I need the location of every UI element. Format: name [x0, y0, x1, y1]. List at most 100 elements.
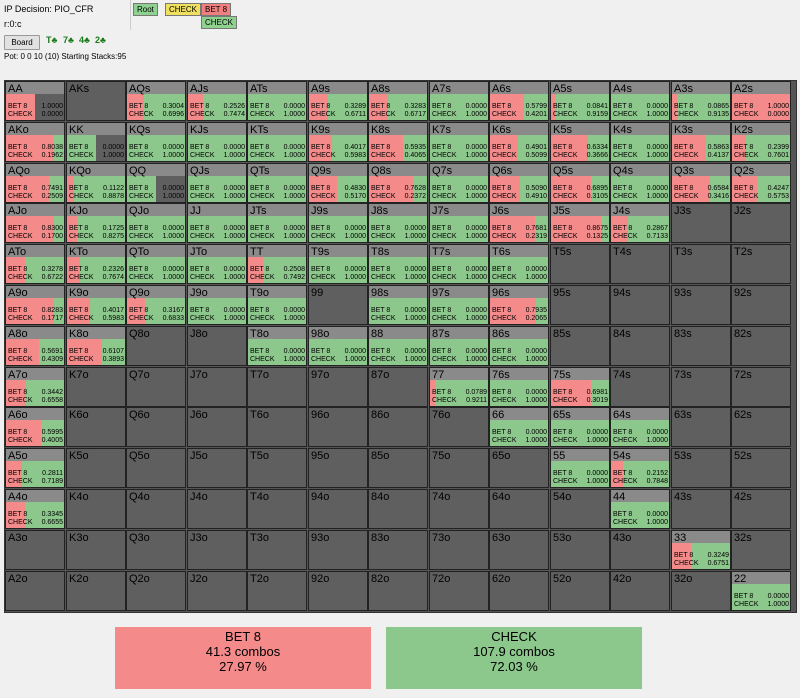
hand-cell-KQo[interactable]: KQo BET 8 0.1122 CHECK 0.8878	[66, 163, 126, 203]
hand-cell-A4s[interactable]: A4s BET 8 0.0000 CHECK 1.0000	[610, 81, 670, 121]
hand-cell-A7o[interactable]: A7o BET 8 0.3442 CHECK 0.6558	[5, 367, 65, 407]
hand-cell-62o[interactable]: 62o	[489, 571, 549, 611]
hand-cell-87o[interactable]: 87o	[368, 367, 428, 407]
hand-cell-K5s[interactable]: K5s BET 8 0.6334 CHECK 0.3666	[550, 122, 610, 162]
hand-cell-Q6o[interactable]: Q6o	[126, 407, 186, 447]
tree-node-check[interactable]: CHECK	[165, 3, 202, 16]
hand-cell-84s[interactable]: 84s	[610, 326, 670, 366]
hand-cell-32s[interactable]: 32s	[731, 530, 791, 570]
hand-cell-AKo[interactable]: AKo BET 8 0.8038 CHECK 0.1962	[5, 122, 65, 162]
hand-cell-94o[interactable]: 94o	[308, 489, 368, 529]
hand-cell-95o[interactable]: 95o	[308, 448, 368, 488]
hand-cell-J8s[interactable]: J8s BET 8 0.0000 CHECK 1.0000	[368, 203, 428, 243]
hand-cell-JTo[interactable]: JTo BET 8 0.0000 CHECK 1.0000	[187, 244, 247, 284]
hand-cell-J3o[interactable]: J3o	[187, 530, 247, 570]
tree-node-check-response[interactable]: CHECK	[201, 16, 238, 29]
hand-cell-T6o[interactable]: T6o	[247, 407, 307, 447]
hand-cell-KK[interactable]: KK BET 8 0.0000 CHECK 1.0000	[66, 122, 126, 162]
hand-cell-QJs[interactable]: QJs BET 8 0.0000 CHECK 1.0000	[187, 163, 247, 203]
hand-cell-A8o[interactable]: A8o BET 8 0.5691 CHECK 0.4309	[5, 326, 65, 366]
hand-cell-Q4s[interactable]: Q4s BET 8 0.0000 CHECK 1.0000	[610, 163, 670, 203]
hand-cell-T4o[interactable]: T4o	[247, 489, 307, 529]
hand-cell-83s[interactable]: 83s	[671, 326, 731, 366]
hand-cell-Q3s[interactable]: Q3s BET 8 0.6584 CHECK 0.3416	[671, 163, 731, 203]
hand-cell-44[interactable]: 44 BET 8 0.0000 CHECK 1.0000	[610, 489, 670, 529]
hand-cell-A6s[interactable]: A6s BET 8 0.5799 CHECK 0.4201	[489, 81, 549, 121]
hand-cell-JJ[interactable]: JJ BET 8 0.0000 CHECK 1.0000	[187, 203, 247, 243]
hand-cell-54s[interactable]: 54s BET 8 0.2152 CHECK 0.7848	[610, 448, 670, 488]
hand-cell-T3o[interactable]: T3o	[247, 530, 307, 570]
hand-cell-J9o[interactable]: J9o BET 8 0.0000 CHECK 1.0000	[187, 285, 247, 325]
hand-cell-Q5s[interactable]: Q5s BET 8 0.6895 CHECK 0.3105	[550, 163, 610, 203]
hand-cell-84o[interactable]: 84o	[368, 489, 428, 529]
hand-cell-A4o[interactable]: A4o BET 8 0.3345 CHECK 0.6655	[5, 489, 65, 529]
hand-cell-Q7o[interactable]: Q7o	[126, 367, 186, 407]
hand-cell-Q9s[interactable]: Q9s BET 8 0.4830 CHECK 0.5170	[308, 163, 368, 203]
hand-cell-33[interactable]: 33 BET 8 0.3249 CHECK 0.6751	[671, 530, 731, 570]
hand-cell-T3s[interactable]: T3s	[671, 244, 731, 284]
hand-cell-Q7s[interactable]: Q7s BET 8 0.0000 CHECK 1.0000	[429, 163, 489, 203]
hand-cell-A9s[interactable]: A9s BET 8 0.3289 CHECK 0.6711	[308, 81, 368, 121]
hand-cell-64s[interactable]: 64s BET 8 0.0000 CHECK 1.0000	[610, 407, 670, 447]
hand-cell-96o[interactable]: 96o	[308, 407, 368, 447]
hand-cell-J6o[interactable]: J6o	[187, 407, 247, 447]
hand-cell-K9o[interactable]: K9o BET 8 0.4017 CHECK 0.5983	[66, 285, 126, 325]
board-button[interactable]: Board	[4, 35, 40, 50]
hand-cell-T7s[interactable]: T7s BET 8 0.0000 CHECK 1.0000	[429, 244, 489, 284]
hand-cell-JTs[interactable]: JTs BET 8 0.0000 CHECK 1.0000	[247, 203, 307, 243]
hand-cell-62s[interactable]: 62s	[731, 407, 791, 447]
hand-cell-T2o[interactable]: T2o	[247, 571, 307, 611]
hand-cell-A9o[interactable]: A9o BET 8 0.8283 CHECK 0.1717	[5, 285, 65, 325]
hand-cell-QJo[interactable]: QJo BET 8 0.0000 CHECK 1.0000	[126, 203, 186, 243]
tree-node-root[interactable]: Root	[133, 3, 158, 16]
hand-cell-KTs[interactable]: KTs BET 8 0.0000 CHECK 1.0000	[247, 122, 307, 162]
hand-cell-Q5o[interactable]: Q5o	[126, 448, 186, 488]
hand-cell-T5o[interactable]: T5o	[247, 448, 307, 488]
hand-cell-K2s[interactable]: K2s BET 8 0.2399 CHECK 0.7601	[731, 122, 791, 162]
hand-cell-64o[interactable]: 64o	[489, 489, 549, 529]
hand-cell-43o[interactable]: 43o	[610, 530, 670, 570]
hand-cell-72o[interactable]: 72o	[429, 571, 489, 611]
hand-cell-82s[interactable]: 82s	[731, 326, 791, 366]
hand-cell-98o[interactable]: 98o BET 8 0.0000 CHECK 1.0000	[308, 326, 368, 366]
hand-cell-T8o[interactable]: T8o BET 8 0.0000 CHECK 1.0000	[247, 326, 307, 366]
hand-cell-T6s[interactable]: T6s BET 8 0.0000 CHECK 1.0000	[489, 244, 549, 284]
hand-cell-86o[interactable]: 86o	[368, 407, 428, 447]
hand-cell-73s[interactable]: 73s	[671, 367, 731, 407]
hand-cell-76s[interactable]: 76s BET 8 0.0000 CHECK 1.0000	[489, 367, 549, 407]
hand-cell-T2s[interactable]: T2s	[731, 244, 791, 284]
hand-cell-K3o[interactable]: K3o	[66, 530, 126, 570]
hand-cell-22[interactable]: 22 BET 8 0.0000 CHECK 1.0000	[731, 571, 791, 611]
hand-cell-32o[interactable]: 32o	[671, 571, 731, 611]
hand-cell-TT[interactable]: TT BET 8 0.2508 CHECK 0.7492	[247, 244, 307, 284]
hand-cell-Q3o[interactable]: Q3o	[126, 530, 186, 570]
hand-cell-Q6s[interactable]: Q6s BET 8 0.5090 CHECK 0.4910	[489, 163, 549, 203]
hand-cell-Q8s[interactable]: Q8s BET 8 0.7628 CHECK 0.2372	[368, 163, 428, 203]
hand-cell-98s[interactable]: 98s BET 8 0.0000 CHECK 1.0000	[368, 285, 428, 325]
hand-cell-Q2o[interactable]: Q2o	[126, 571, 186, 611]
hand-cell-T5s[interactable]: T5s	[550, 244, 610, 284]
hand-cell-53s[interactable]: 53s	[671, 448, 731, 488]
hand-cell-97o[interactable]: 97o	[308, 367, 368, 407]
hand-cell-Q8o[interactable]: Q8o	[126, 326, 186, 366]
hand-cell-93s[interactable]: 93s	[671, 285, 731, 325]
hand-cell-T8s[interactable]: T8s BET 8 0.0000 CHECK 1.0000	[368, 244, 428, 284]
hand-cell-74s[interactable]: 74s	[610, 367, 670, 407]
hand-cell-43s[interactable]: 43s	[671, 489, 731, 529]
hand-cell-99[interactable]: 99	[308, 285, 368, 325]
hand-cell-A5s[interactable]: A5s BET 8 0.0841 CHECK 0.9159	[550, 81, 610, 121]
hand-cell-52o[interactable]: 52o	[550, 571, 610, 611]
hand-cell-A7s[interactable]: A7s BET 8 0.0000 CHECK 1.0000	[429, 81, 489, 121]
hand-cell-J5o[interactable]: J5o	[187, 448, 247, 488]
hand-cell-Q9o[interactable]: Q9o BET 8 0.3167 CHECK 0.6833	[126, 285, 186, 325]
hand-cell-K2o[interactable]: K2o	[66, 571, 126, 611]
hand-cell-74o[interactable]: 74o	[429, 489, 489, 529]
hand-cell-QTo[interactable]: QTo BET 8 0.0000 CHECK 1.0000	[126, 244, 186, 284]
hand-cell-AJs[interactable]: AJs BET 8 0.2526 CHECK 0.7474	[187, 81, 247, 121]
hand-cell-Q2s[interactable]: Q2s BET 8 0.4247 CHECK 0.5753	[731, 163, 791, 203]
hand-cell-J2s[interactable]: J2s	[731, 203, 791, 243]
hand-cell-KQs[interactable]: KQs BET 8 0.0000 CHECK 1.0000	[126, 122, 186, 162]
hand-cell-AA[interactable]: AA BET 8 1.0000 CHECK 0.0000	[5, 81, 65, 121]
hand-cell-ATs[interactable]: ATs BET 8 0.0000 CHECK 1.0000	[247, 81, 307, 121]
hand-cell-QQ[interactable]: QQ BET 8 0.0000 CHECK 1.0000	[126, 163, 186, 203]
